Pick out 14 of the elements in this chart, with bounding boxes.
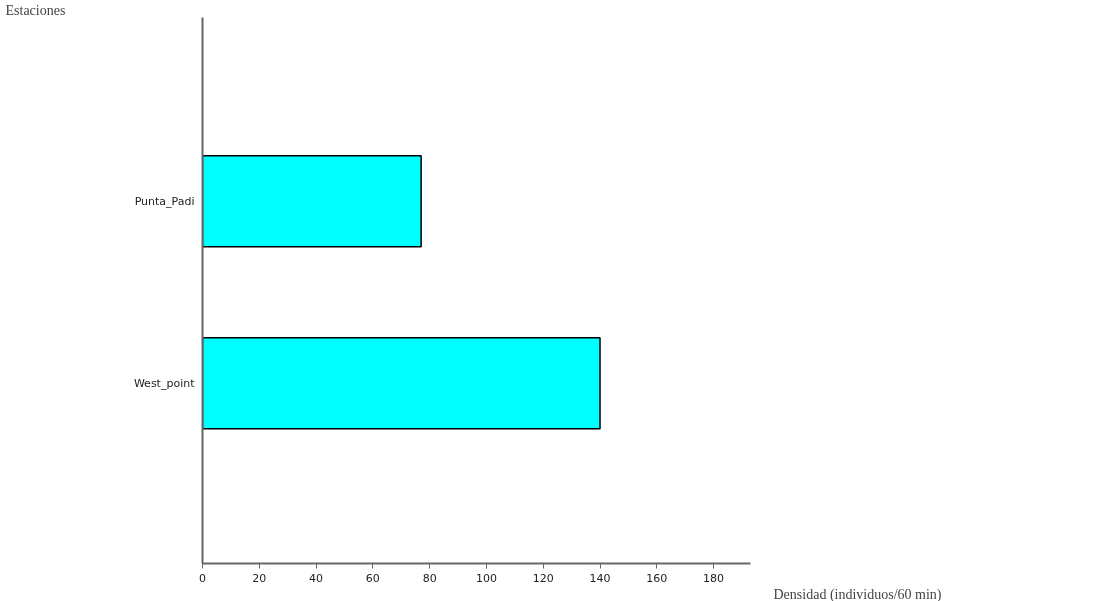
x-tick-label: 20 (252, 571, 267, 585)
x-tick-label: 160 (646, 571, 668, 585)
x-axis-title: Densidad (individuos/60 min) (773, 586, 942, 601)
x-tick-label: 40 (309, 571, 324, 585)
y-tick-label: West_point (133, 376, 196, 390)
y-axis-title: Estaciones (5, 2, 66, 18)
y-tick-label: Punta_Padi (134, 194, 195, 208)
x-tick-label: 100 (475, 571, 497, 585)
x-tick-label: 120 (532, 571, 554, 585)
x-tick-label: 180 (703, 571, 725, 585)
x-tick-label: 140 (589, 571, 611, 585)
x-tick-label: 80 (422, 571, 437, 585)
x-tick-label: 0 (199, 571, 206, 585)
x-tick-label: 60 (365, 571, 380, 585)
